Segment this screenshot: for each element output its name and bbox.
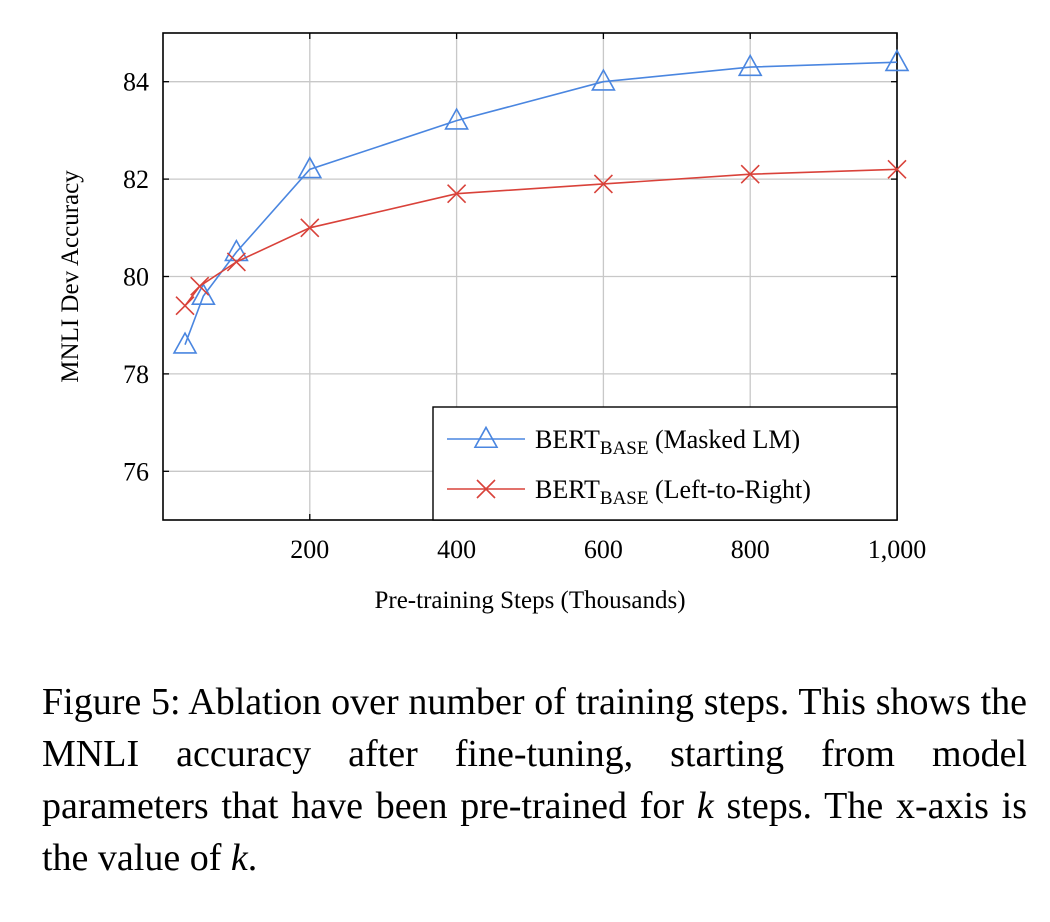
y-tick-label: 78 [123,360,149,389]
legend-label: BERTBASE (Masked LM) [535,425,800,459]
chart: 200 400 600 800 1,000 76 78 80 82 84 BERTBASE (Ma… [57,32,926,614]
caption-k-variable: k [696,785,714,827]
cross-marker [476,479,496,499]
caption-middle: steps. The x-axis is the value of [42,785,1028,879]
cross-marker [226,252,246,272]
triangle-marker [473,425,499,449]
cross-marker [175,296,195,316]
figure-caption: Figure 5: Ablation over number of traini… [42,676,1027,884]
series-line [184,168,898,307]
series-line [184,61,898,345]
y-tick-label: 84 [123,68,149,97]
x-tick-label: 1,000 [868,535,927,564]
y-tick-label: 82 [123,165,149,194]
y-tick-label: 76 [123,457,149,486]
caption-end: . [247,837,258,879]
triangle-marker [224,238,249,262]
caption-k-variable: k [230,837,248,879]
series-triangle [172,49,910,354]
legend-box [432,406,898,521]
series [172,49,910,354]
x-tick-label: 600 [584,535,623,564]
legend-label: BERTBASE (Left-to-Right) [535,475,811,509]
axis-ticks: 200 400 600 800 1,000 76 78 80 82 84 [123,33,926,564]
triangle-marker [737,53,763,77]
cross-marker [887,159,907,179]
legend: BERTBASE (Masked LM) BERTBASE (Left-to-Ri… [432,406,898,521]
x-axis-label: Pre-training Steps (Thousands) [374,587,685,614]
triangle-marker [191,282,216,306]
triangle-marker [884,49,910,72]
cross-marker [740,164,760,184]
y-axis-label: MNLI Dev Accuracy [57,170,84,383]
triangle-marker [172,331,198,354]
x-tick-label: 800 [731,535,770,564]
series-cross [175,159,907,316]
y-tick-label: 80 [123,263,149,292]
x-tick-label: 200 [290,535,329,564]
x-tick-label: 400 [437,535,476,564]
cross-marker [447,184,467,204]
cross-marker [190,276,210,296]
cross-marker [300,218,320,238]
legend-entry: BERTBASE (Left-to-Right) [447,475,811,509]
triangle-marker [591,68,616,91]
triangle-marker [444,107,469,130]
legend-entry: BERTBASE (Masked LM) [447,425,800,459]
triangle-marker [297,156,323,179]
caption-lead: Figure 5: Ablation over number of traini… [42,681,1027,827]
cross-marker [593,174,613,194]
